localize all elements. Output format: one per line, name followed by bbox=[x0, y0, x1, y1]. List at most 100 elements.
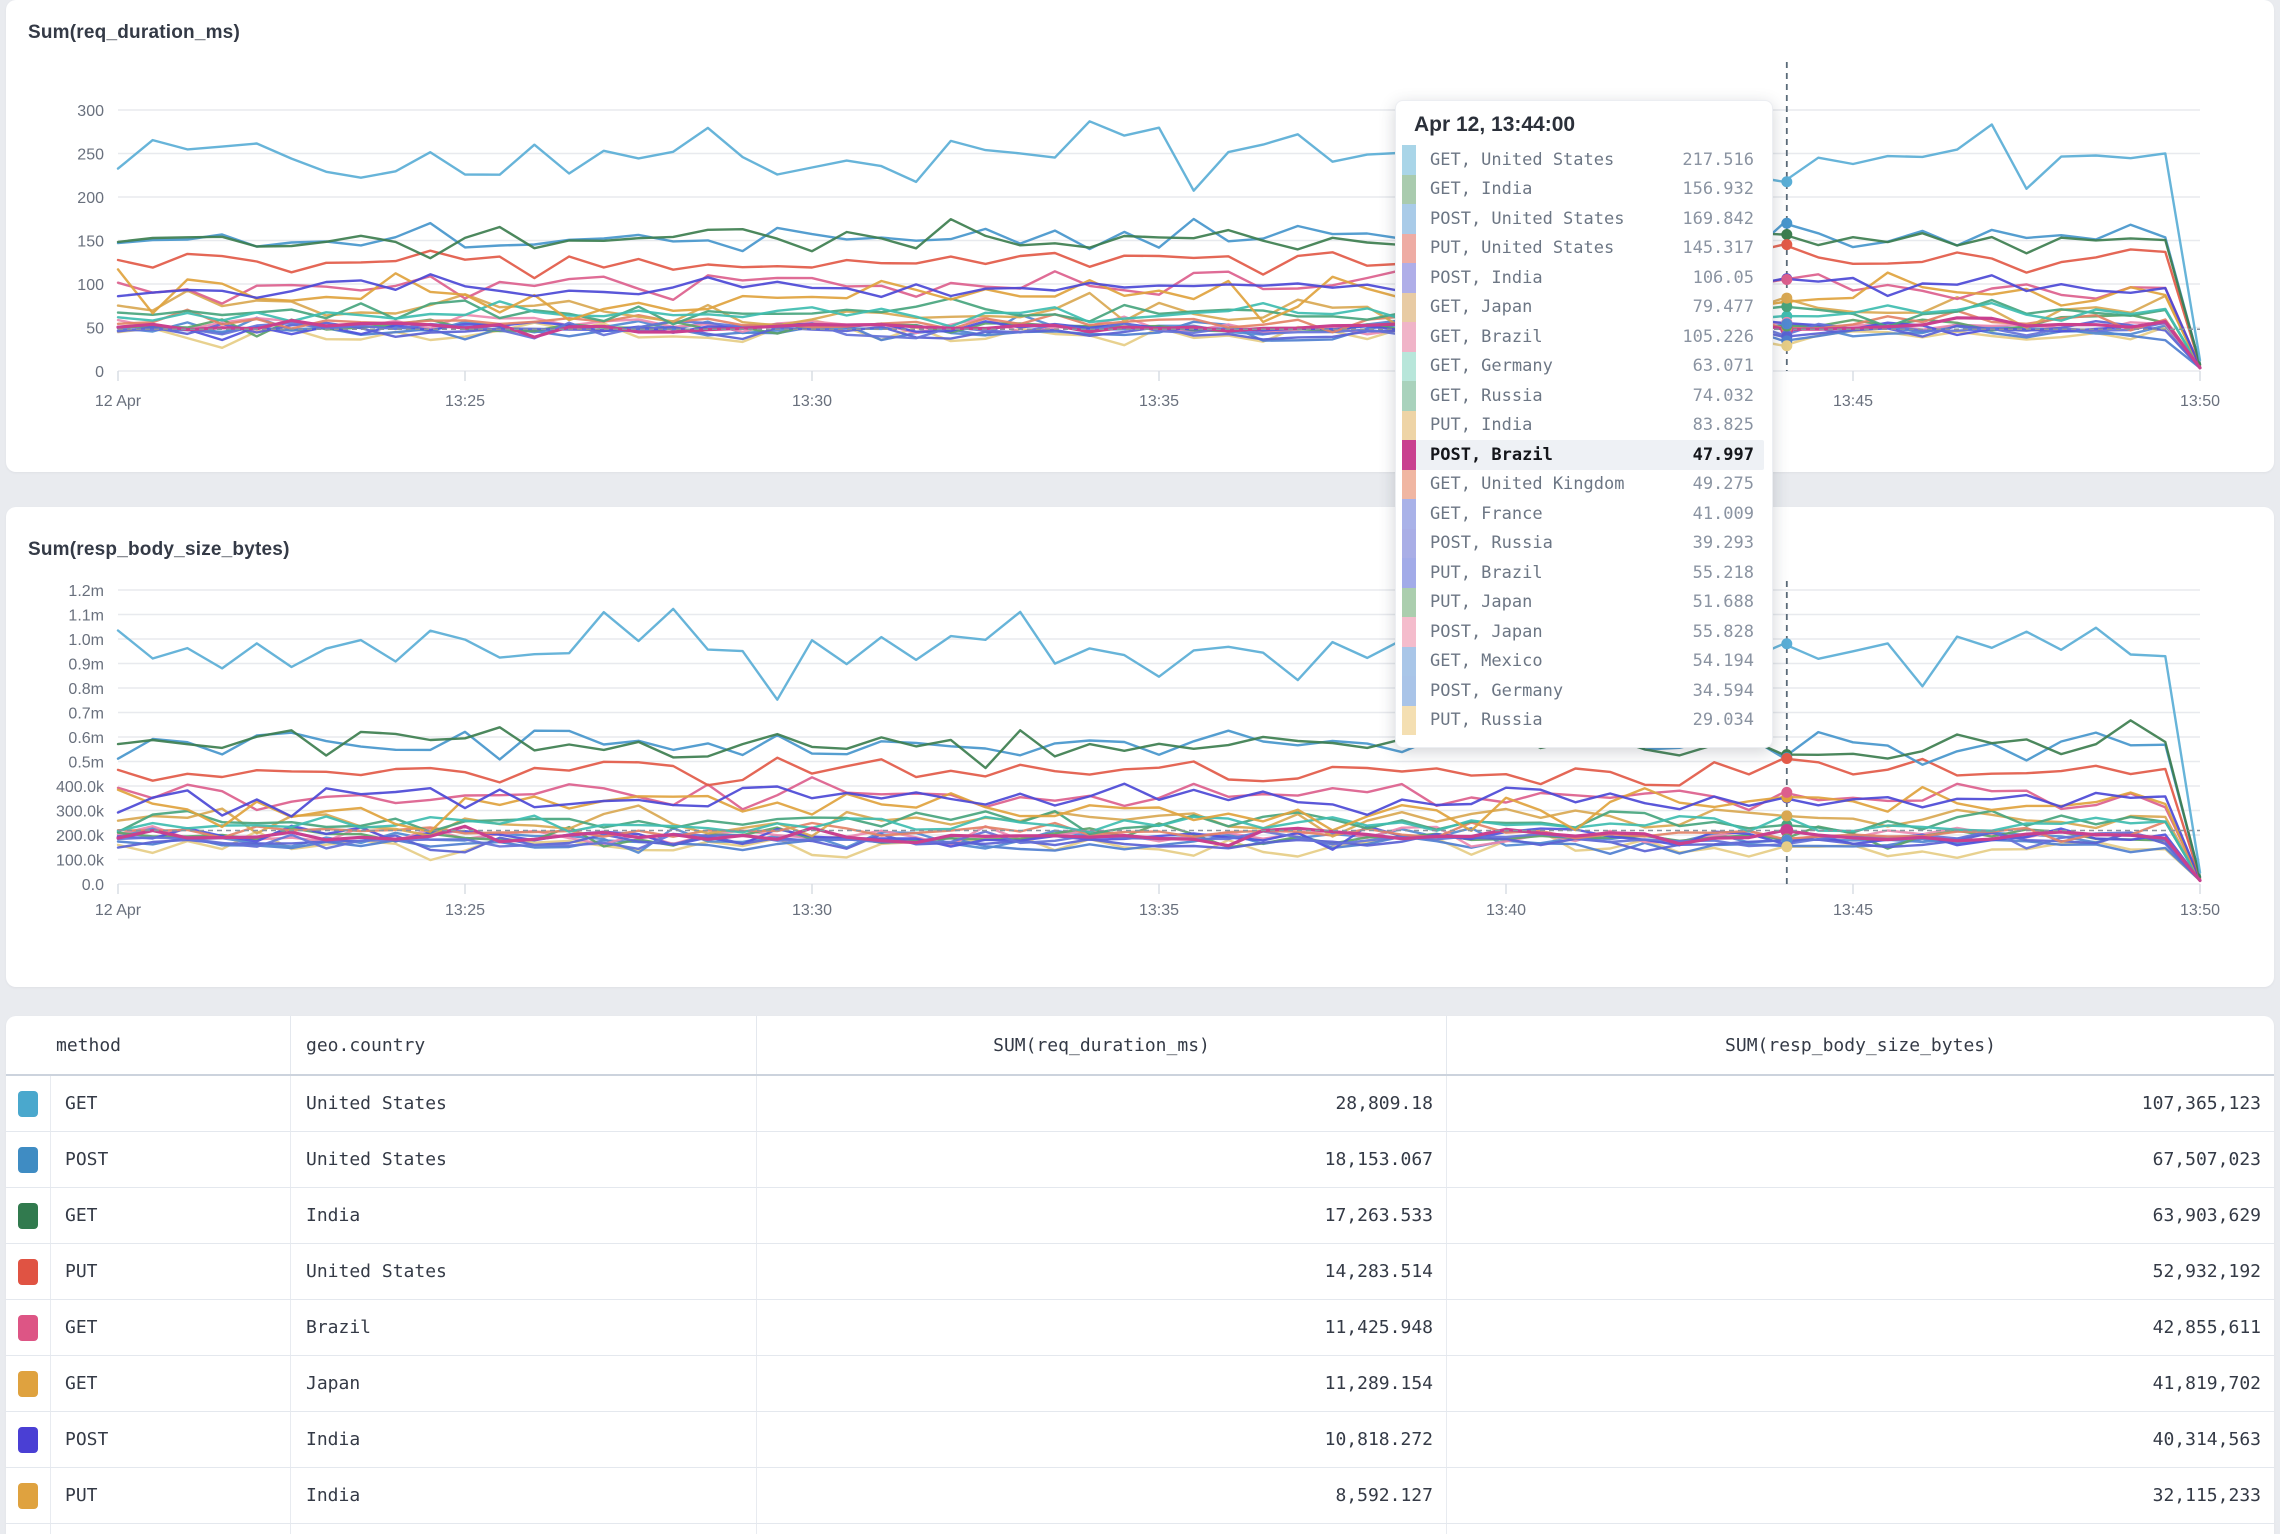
table-row[interactable]: PUT United States 14,283.514 52,932,192 bbox=[6, 1244, 2274, 1300]
tooltip-series-value: 83.825 bbox=[1692, 415, 1754, 436]
series-color-swatch bbox=[1402, 646, 1416, 676]
resp-body-size-chart-panel: 0.0 100.0k 200.0k 300.0k 400.0k 0.5m 0.6m 0.7m 0… bbox=[6, 507, 2274, 987]
series-line-get-united-states bbox=[116, 607, 2202, 874]
req-duration-chart[interactable]: 0 50 100 150 200 250 300 12 Apr 13:25 13:30 13:35 1… bbox=[6, 0, 2274, 472]
tooltip-series-label: GET, Germany bbox=[1430, 356, 1553, 377]
tooltip-series-label: PUT, India bbox=[1430, 415, 1533, 436]
table-row[interactable]: GET India 17,263.533 63,903,629 bbox=[6, 1188, 2274, 1244]
tooltip-row: GET, Germany 63.071 bbox=[1402, 351, 1764, 381]
hover-point-post-united-states bbox=[1781, 217, 1793, 229]
series-line-get-united-kingdom bbox=[116, 308, 2202, 370]
series-line-get-japan bbox=[116, 785, 2202, 882]
empty-cell bbox=[6, 1524, 50, 1534]
series-line-get-india bbox=[116, 214, 2202, 366]
series-color-swatch bbox=[1402, 351, 1416, 381]
series-color-swatch bbox=[1402, 528, 1416, 558]
resp-body-cell: 63,903,629 bbox=[1446, 1188, 2274, 1243]
tooltip-row: PUT, Brazil 55.218 bbox=[1402, 558, 1764, 588]
hover-point-put-united-states bbox=[1781, 752, 1793, 764]
table-row[interactable]: GET Brazil 11,425.948 42,855,611 bbox=[6, 1300, 2274, 1356]
tooltip-series-label: GET, Russia bbox=[1430, 385, 1543, 406]
tooltip-series-value: 106.05 bbox=[1692, 267, 1754, 288]
hover-point-put-india bbox=[1781, 810, 1793, 822]
x-axis-label: 13:45 bbox=[1833, 393, 1873, 410]
resp-body-cell: 107,365,123 bbox=[1446, 1076, 2274, 1131]
row-color-cell bbox=[6, 1412, 50, 1467]
column-header-req-duration[interactable]: SUM(req_duration_ms) bbox=[756, 1016, 1446, 1074]
req-duration-cell: 11,289.154 bbox=[756, 1356, 1446, 1411]
series-color-swatch bbox=[18, 1258, 38, 1285]
tooltip-row: POST, Germany 34.594 bbox=[1402, 676, 1764, 706]
table-row-partial[interactable] bbox=[6, 1524, 2274, 1534]
table-row[interactable]: GET Japan 11,289.154 41,819,702 bbox=[6, 1356, 2274, 1412]
series-line-get-germany bbox=[116, 300, 2202, 370]
method-cell: PUT bbox=[50, 1244, 290, 1299]
table-row[interactable]: POST India 10,818.272 40,314,563 bbox=[6, 1412, 2274, 1468]
series-line-post-russia bbox=[116, 831, 2202, 882]
series-color-swatch bbox=[1402, 469, 1416, 499]
tooltip-series-label: GET, Mexico bbox=[1430, 651, 1543, 672]
hover-point-put-india bbox=[1781, 292, 1793, 304]
tooltip-row: PUT, Japan 51.688 bbox=[1402, 587, 1764, 617]
tooltip-series-value: 39.293 bbox=[1692, 533, 1754, 554]
country-cell: United States bbox=[290, 1244, 756, 1299]
series-line-post-india bbox=[116, 273, 2202, 368]
tooltip-series-label: GET, Japan bbox=[1430, 297, 1533, 318]
series-color-swatch bbox=[1402, 381, 1416, 411]
tooltip-row: GET, Mexico 54.194 bbox=[1402, 646, 1764, 676]
series-color-swatch bbox=[1402, 292, 1416, 322]
series-color-swatch bbox=[1402, 410, 1416, 440]
tooltip-row: GET, Japan 79.477 bbox=[1402, 292, 1764, 322]
tooltip-series-label: POST, Germany bbox=[1430, 680, 1564, 701]
table-row[interactable]: POST United States 18,153.067 67,507,023 bbox=[6, 1132, 2274, 1188]
y-axis-label: 0.0 bbox=[82, 877, 104, 894]
tooltip-series-label: PUT, United States bbox=[1430, 238, 1615, 259]
tooltip-row: GET, Russia 74.032 bbox=[1402, 381, 1764, 411]
column-header-country[interactable]: geo.country bbox=[290, 1016, 756, 1074]
tooltip-series-label: POST, United States bbox=[1430, 208, 1625, 229]
method-cell: GET bbox=[50, 1188, 290, 1243]
tooltip-series-value: 51.688 bbox=[1692, 592, 1754, 613]
series-line-get-brazil bbox=[116, 268, 2202, 368]
tooltip-series-value: 217.516 bbox=[1682, 149, 1754, 170]
chart-title-req-duration: Sum(req_duration_ms) bbox=[28, 22, 240, 43]
tooltip-rows: GET, United States 217.516 GET, India 156.9… bbox=[1402, 145, 1764, 735]
x-axis-label: 13:35 bbox=[1139, 393, 1179, 410]
table-row[interactable]: PUT India 8,592.127 32,115,233 bbox=[6, 1468, 2274, 1524]
series-color-swatch bbox=[1402, 145, 1416, 175]
series-color-swatch bbox=[18, 1314, 38, 1341]
resp-body-size-chart[interactable]: 0.0 100.0k 200.0k 300.0k 400.0k 0.5m 0.6m 0.7m 0… bbox=[6, 507, 2274, 987]
series-color-swatch bbox=[1402, 263, 1416, 293]
tooltip-series-value: 54.194 bbox=[1692, 651, 1754, 672]
tooltip-row: GET, United States 217.516 bbox=[1402, 145, 1764, 175]
series-color-swatch bbox=[1402, 499, 1416, 529]
tooltip-series-value: 29.034 bbox=[1692, 710, 1754, 731]
req-duration-cell: 14,283.514 bbox=[756, 1244, 1446, 1299]
row-color-cell bbox=[6, 1300, 50, 1355]
x-axis-label: 13:45 bbox=[1833, 902, 1873, 919]
resp-body-cell: 52,932,192 bbox=[1446, 1244, 2274, 1299]
tooltip-series-value: 34.594 bbox=[1692, 680, 1754, 701]
tooltip-row: POST, Japan 55.828 bbox=[1402, 617, 1764, 647]
y-axis-label: 200 bbox=[77, 190, 104, 207]
series-color-swatch bbox=[18, 1426, 38, 1453]
tooltip-series-value: 41.009 bbox=[1692, 503, 1754, 524]
req-duration-cell: 8,592.127 bbox=[756, 1468, 1446, 1523]
empty-cell bbox=[50, 1524, 290, 1534]
series-line-put-united-states bbox=[116, 756, 2202, 880]
column-header-resp-body[interactable]: SUM(resp_body_size_bytes) bbox=[1446, 1016, 2274, 1074]
table-row[interactable]: GET United States 28,809.18 107,365,123 bbox=[6, 1076, 2274, 1132]
method-cell: POST bbox=[50, 1412, 290, 1467]
tooltip-series-value: 47.997 bbox=[1692, 444, 1754, 465]
tooltip-series-value: 79.477 bbox=[1692, 297, 1754, 318]
hover-point-get-united-states bbox=[1781, 638, 1793, 650]
tooltip-series-label: POST, Brazil bbox=[1430, 444, 1553, 465]
tooltip-row: POST, Brazil 47.997 bbox=[1402, 440, 1764, 470]
resp-body-cell: 67,507,023 bbox=[1446, 1132, 2274, 1187]
tooltip-series-value: 55.218 bbox=[1692, 562, 1754, 583]
y-axis-label: 150 bbox=[77, 234, 104, 251]
column-header-method[interactable]: method bbox=[56, 1034, 122, 1056]
series-line-post-brazil bbox=[116, 316, 2202, 370]
tooltip-row: GET, Brazil 105.226 bbox=[1402, 322, 1764, 352]
